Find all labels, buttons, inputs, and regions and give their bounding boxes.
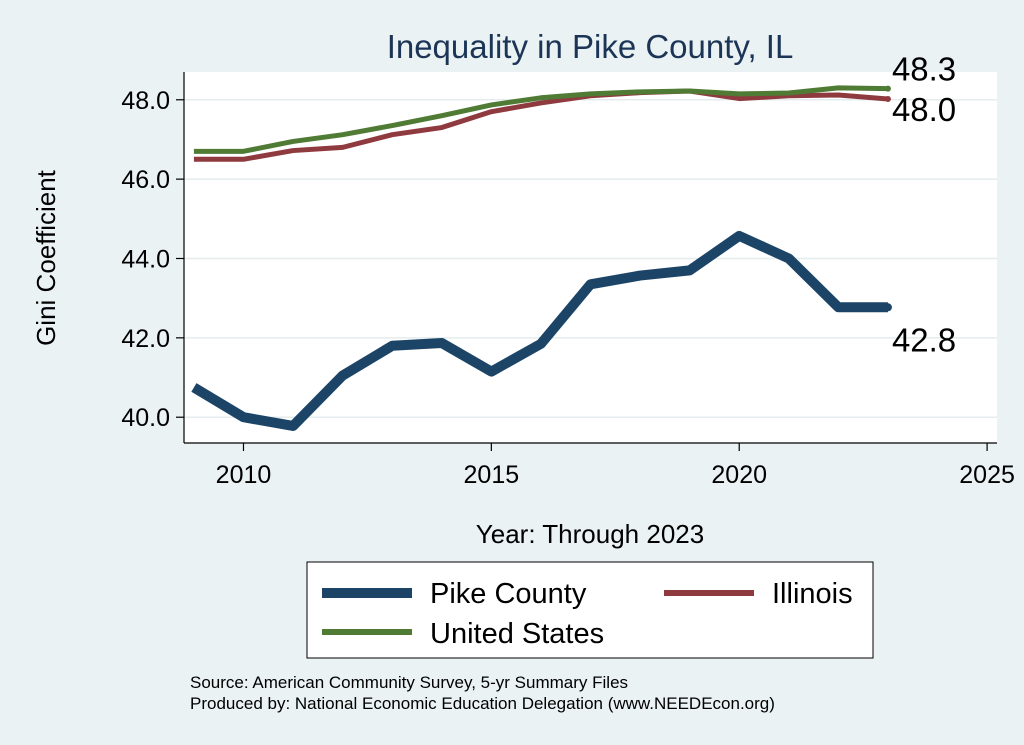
series-end-point-pike-county <box>883 303 892 312</box>
series-line-illinois <box>193 88 889 162</box>
gridlines <box>184 99 997 418</box>
source-line-1: Source: American Community Survey, 5-yr … <box>190 673 628 692</box>
series-lines <box>191 85 892 431</box>
series-end-point-united-states <box>884 85 891 92</box>
x-axis-label: Year: Through 2023 <box>476 519 704 549</box>
series-line-united-states <box>193 85 888 154</box>
plot-area <box>184 72 997 443</box>
x-tick-label-3: 2025 <box>959 461 1015 489</box>
x-tick-label-2: 2020 <box>711 461 767 489</box>
end-label-illinois: 48.0 <box>892 91 956 128</box>
legend-box <box>306 561 874 659</box>
end-label-pike-county: 42.8 <box>892 321 956 358</box>
y-tick-label-4: 48.0 <box>121 87 170 115</box>
y-tick-label-1: 42.0 <box>121 325 170 353</box>
y-tick-label-2: 44.0 <box>121 245 170 273</box>
chart-title: Inequality in Pike County, IL <box>387 28 794 65</box>
legend: Pike County Illinois United States <box>306 561 874 659</box>
source-line-2: Produced by: National Economic Education… <box>190 694 775 713</box>
legend-label-united-states: United States <box>430 618 604 650</box>
y-axis-label: Gini Coefficient <box>31 169 61 346</box>
y-axis-ticks: 40.0 42.0 44.0 46.0 48.0 <box>121 87 184 432</box>
end-labels: 42.8 48.048.3 <box>892 51 956 359</box>
end-label-united-states: 48.3 <box>892 51 956 88</box>
series-line-pike-county <box>191 230 888 431</box>
legend-label-illinois: Illinois <box>772 578 853 610</box>
x-tick-label-1: 2015 <box>464 461 520 489</box>
legend-label-pike-county: Pike County <box>430 578 587 610</box>
x-tick-label-0: 2010 <box>216 461 272 489</box>
x-axis-ticks: 2010 2015 2020 2025 <box>216 443 1015 489</box>
series-end-point-illinois <box>884 95 891 102</box>
y-tick-label-0: 40.0 <box>121 404 170 432</box>
y-tick-label-3: 46.0 <box>121 166 170 194</box>
